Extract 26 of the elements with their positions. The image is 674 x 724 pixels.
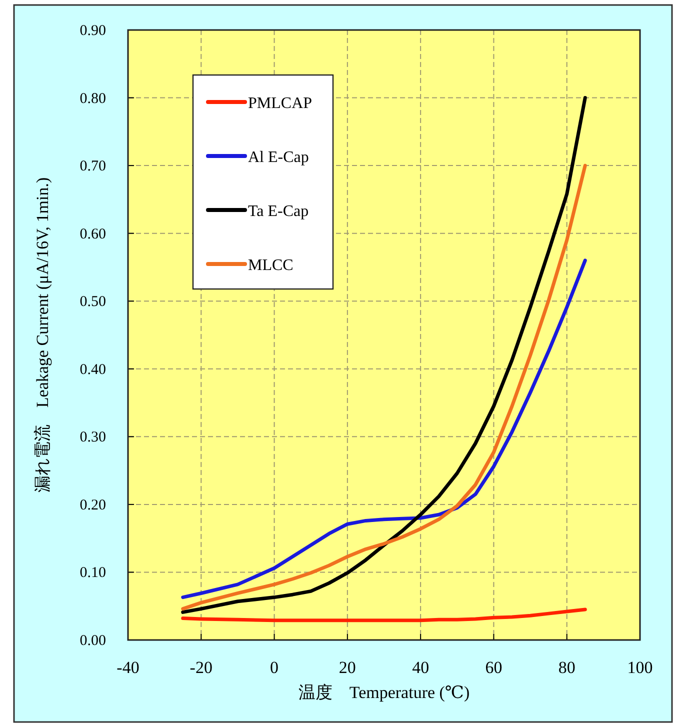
y-tick-label: 0.10 (80, 565, 106, 582)
y-tick-label: 0.30 (80, 430, 106, 446)
x-tick-label: 100 (627, 658, 653, 677)
line-series (181, 608, 587, 622)
y-tick-label: 0.40 (80, 362, 106, 378)
legend-label: Ta E-Cap (248, 203, 309, 220)
x-axis-title: 温度 Temperature (℃) (298, 683, 470, 702)
y-tick-label: 0.80 (80, 90, 106, 107)
x-tick-label: -40 (116, 658, 140, 677)
x-tick-label: 80 (558, 658, 576, 677)
y-tick-label: 0.50 (80, 294, 106, 310)
x-tick-label: -20 (190, 658, 212, 677)
y-tick-label: 0.20 (80, 497, 106, 514)
x-tick-label: 0 (270, 658, 279, 677)
x-tick-label: 40 (412, 658, 430, 677)
y-axis-title: 漏れ電流 Leakage Current (μA/16V, 1min.) (33, 177, 52, 493)
x-tick-label: 60 (485, 658, 502, 677)
y-tick-label: 0.60 (80, 226, 106, 242)
y-tick-label: 0.00 (80, 633, 106, 649)
legend-label: PMLCAP (248, 95, 312, 112)
y-tick-label: 0.70 (80, 158, 106, 175)
y-tick-label: 0.90 (80, 23, 106, 39)
legend-label: MLCC (248, 257, 294, 274)
x-tick-label: 20 (338, 658, 356, 677)
legend-label: Al E-Cap (248, 149, 309, 166)
line-series (181, 258, 587, 600)
